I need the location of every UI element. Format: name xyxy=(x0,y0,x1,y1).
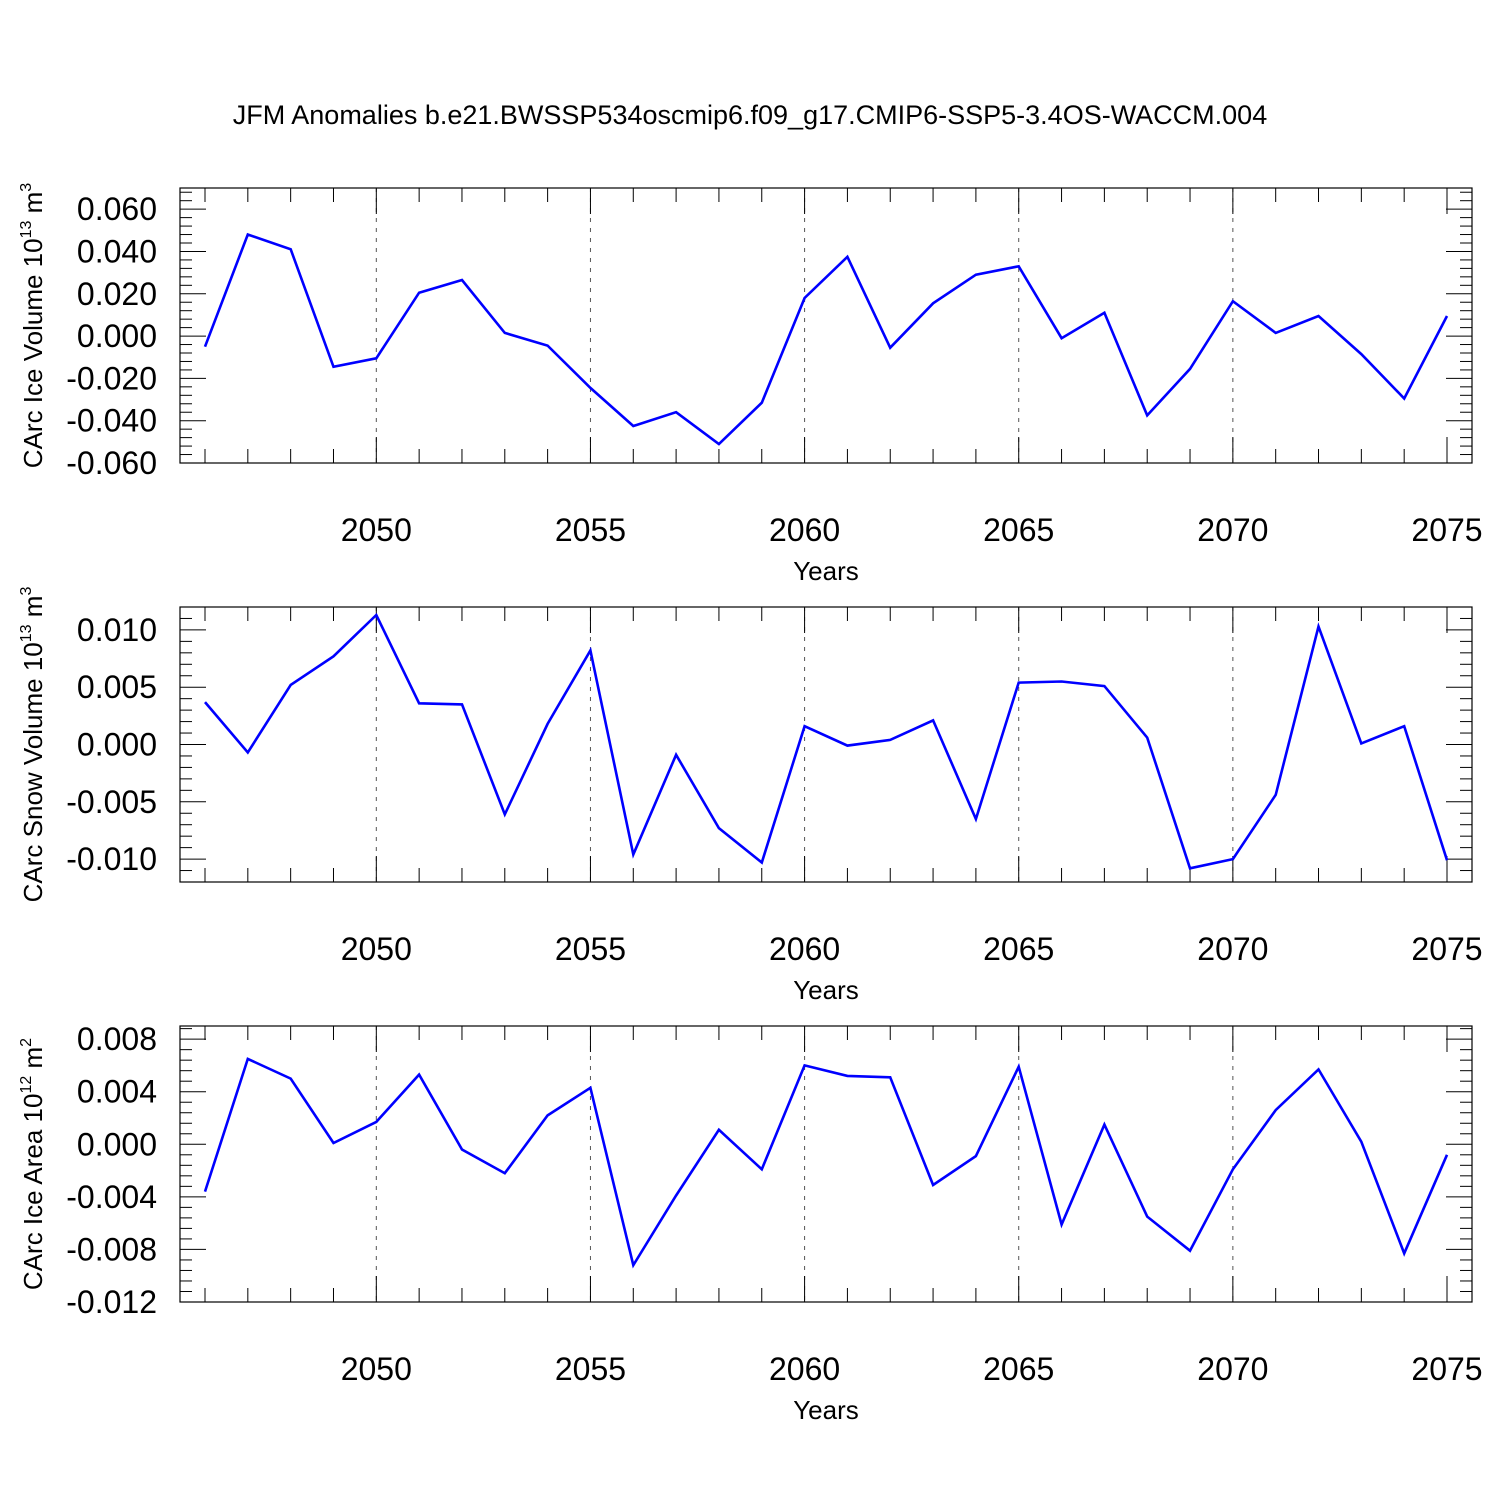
x-tick-label: 2050 xyxy=(341,1351,412,1387)
y-tick-label: 0.005 xyxy=(77,669,157,705)
x-tick-label: 2065 xyxy=(983,1351,1054,1387)
chart-title: JFM Anomalies b.e21.BWSSP534oscmip6.f09_… xyxy=(233,100,1267,130)
x-tick-label: 2065 xyxy=(983,512,1054,548)
y-tick-label: -0.010 xyxy=(66,841,157,877)
x-tick-label: 2055 xyxy=(555,931,626,967)
series-line xyxy=(203,232,1449,446)
x-tick-label: 2050 xyxy=(341,512,412,548)
plot-frame xyxy=(179,1025,1473,1303)
panel-1: -0.060 -0.040 -0.020 0.000 0.020 0.040 0.060 20… xyxy=(18,183,1483,586)
x-axis-label: Years xyxy=(793,975,859,1005)
y-tick-label: 0.020 xyxy=(77,276,157,312)
y-tick-label: 0.004 xyxy=(77,1074,157,1110)
y-tick-label: -0.004 xyxy=(66,1179,157,1215)
y-tick-label: -0.005 xyxy=(66,784,157,820)
x-axis-label: Years xyxy=(793,556,859,586)
y-tick-label: -0.008 xyxy=(66,1231,157,1267)
y-axis-label: CArc Ice Area 1012 m2 xyxy=(18,1038,48,1290)
y-tick-label: 0.010 xyxy=(77,612,157,648)
x-tick-label: 2060 xyxy=(769,931,840,967)
x-tick-label: 2070 xyxy=(1197,931,1268,967)
x-axis-label: Years xyxy=(793,1395,859,1425)
x-tick-label: 2055 xyxy=(555,1351,626,1387)
y-tick-label: 0.008 xyxy=(77,1021,157,1057)
y-tick-label: 0.040 xyxy=(77,233,157,269)
y-tick-label: -0.040 xyxy=(66,403,157,439)
x-tick-label: 2075 xyxy=(1411,512,1482,548)
series-line xyxy=(203,1057,1449,1269)
y-tick-label: 0.000 xyxy=(77,1126,157,1162)
x-tick-label: 2050 xyxy=(341,931,412,967)
x-tick-label: 2070 xyxy=(1197,1351,1268,1387)
y-tick-label: 0.000 xyxy=(77,318,157,354)
y-tick-label: -0.060 xyxy=(66,445,157,481)
x-tick-label: 2075 xyxy=(1411,931,1482,967)
plot-frame xyxy=(179,187,1473,464)
y-tick-label: 0.000 xyxy=(77,727,157,763)
y-tick-label: -0.020 xyxy=(66,360,157,396)
x-tick-label: 2065 xyxy=(983,931,1054,967)
x-tick-label: 2070 xyxy=(1197,512,1268,548)
panel-2: -0.010 -0.005 0.000 0.005 0.010 2050 2055 2060 2… xyxy=(18,587,1483,1005)
y-tick-label: -0.012 xyxy=(66,1284,157,1320)
y-tick-label: 0.060 xyxy=(77,191,157,227)
y-axis-label: CArc Ice Volume 1013 m3 xyxy=(18,183,48,468)
series-line xyxy=(204,612,1449,870)
x-tick-label: 2075 xyxy=(1411,1351,1482,1387)
panel-3: -0.012 -0.008 -0.004 0.000 0.004 0.008 2050 205… xyxy=(18,1021,1483,1425)
x-tick-label: 2060 xyxy=(769,512,840,548)
x-tick-label: 2060 xyxy=(769,1351,840,1387)
y-axis-label: CArc Snow Volume 1013 m3 xyxy=(18,587,48,903)
plot-frame xyxy=(179,606,1473,883)
x-tick-label: 2055 xyxy=(555,512,626,548)
